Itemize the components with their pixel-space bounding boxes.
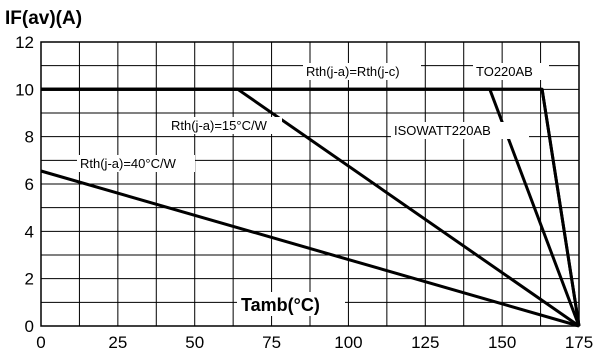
x-tick-label: 125	[411, 333, 439, 352]
label-bg-rth40	[77, 155, 195, 172]
series-label-rth-ja-40: Rth(j-a)=40°C/W	[80, 156, 177, 171]
x-tick-label: 25	[108, 333, 127, 352]
y-tick-labels: 0 2 4 6 8 10 12	[15, 33, 34, 336]
series-lines	[40, 87, 581, 328]
label-bg-to220ab	[473, 63, 549, 80]
y-tick-label: 0	[25, 317, 34, 336]
x-tick-label: 175	[565, 333, 593, 352]
xlabel-bg	[237, 292, 345, 316]
x-tick-label: 150	[488, 333, 516, 352]
x-tick-label: 75	[262, 333, 281, 352]
label-bg-isowatt	[391, 122, 529, 139]
series-line-rth-j-a-15-c-w	[41, 87, 580, 328]
y-tick-label: 6	[25, 175, 34, 194]
y-tick-label: 12	[15, 33, 34, 52]
plot-area-border	[40, 41, 580, 327]
x-axis-title: Tamb(°C)	[241, 295, 320, 315]
series-label-rth-ja-rth-jc: Rth(j-a)=Rth(j-c)	[306, 64, 400, 79]
series-label-isowatt220ab: ISOWATT220AB	[394, 123, 491, 138]
y-tick-label: 8	[25, 128, 34, 147]
x-tick-label: 100	[334, 333, 362, 352]
y-tick-label: 2	[25, 270, 34, 289]
y-tick-label: 4	[25, 222, 34, 241]
series-label-rth-ja-15: Rth(j-a)=15°C/W	[171, 118, 268, 133]
series-label-to220ab: TO220AB	[476, 64, 533, 79]
x-tick-label: 0	[36, 333, 45, 352]
x-tick-labels: 0 25 50 75 100 125 150 175	[36, 333, 593, 352]
label-bg-rth15	[168, 117, 282, 134]
y-tick-label: 10	[15, 80, 34, 99]
grid-lines	[41, 42, 579, 326]
y-axis-title: IF(av)(A)	[5, 8, 82, 29]
series-line-rth-j-a-40-c-w	[40, 169, 580, 328]
label-bg-rthjc	[303, 63, 421, 80]
x-tick-label: 50	[185, 333, 204, 352]
